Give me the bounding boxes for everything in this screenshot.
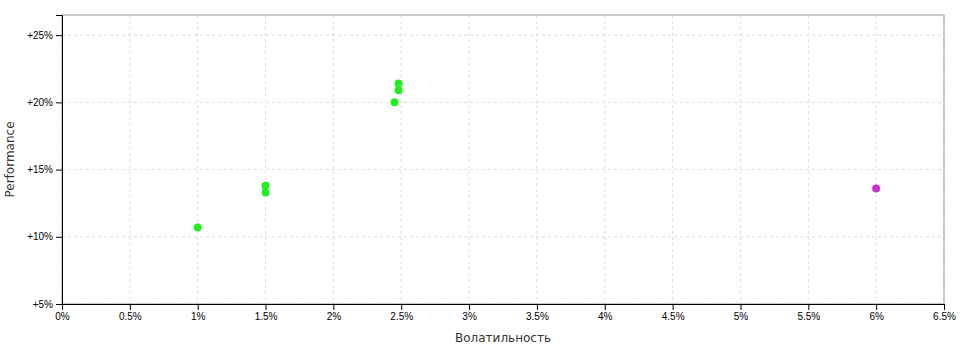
point xyxy=(262,188,270,196)
tick-mark xyxy=(198,304,199,310)
series xyxy=(872,184,880,192)
tick: 6.5% xyxy=(933,304,956,322)
tick: +10% xyxy=(27,231,62,242)
tick-mark xyxy=(537,304,538,310)
grid-line xyxy=(62,102,944,103)
tick-mark xyxy=(266,304,267,310)
tick-mark xyxy=(56,170,62,171)
tick: +20% xyxy=(27,97,62,108)
x-axis-title: Волатильность xyxy=(455,331,551,345)
tick: 3.5% xyxy=(526,304,549,322)
x-axis: 0% 0.5% 1% 1.5% 2% 2.5% 3% 3.5% 4% 4.5% 5% 5.5% 6% 6.… xyxy=(55,304,956,322)
chart: 0% 0.5% 1% 1.5% 2% 2.5% 3% 3.5% 4% 4.5% 5% 5.5% 6% 6.… xyxy=(0,0,966,350)
tick-mark xyxy=(605,304,606,310)
axis-line xyxy=(63,305,945,311)
tick-label: 6.5% xyxy=(933,311,956,322)
tick-mark xyxy=(56,237,62,238)
points xyxy=(194,80,880,232)
tick: 5.5% xyxy=(797,304,820,322)
tick: 2% xyxy=(327,304,342,322)
tick: +15% xyxy=(27,164,62,175)
tick: 4% xyxy=(598,304,613,322)
tick-mark xyxy=(56,35,62,36)
tick-label: +5% xyxy=(33,299,53,310)
tick-label: 5% xyxy=(734,311,749,322)
tick-label: 3.5% xyxy=(526,311,549,322)
tick-label: 6% xyxy=(869,311,884,322)
grid-line xyxy=(536,15,537,304)
tick-mark xyxy=(130,304,131,310)
tick: 1.5% xyxy=(255,304,278,322)
grid-line xyxy=(672,15,673,304)
grid-line xyxy=(740,15,741,304)
tick-label: 3% xyxy=(462,311,477,322)
y-axis-title: Performance xyxy=(3,121,17,197)
tick-label: 4.5% xyxy=(662,311,685,322)
grid-line xyxy=(62,169,944,170)
tick-mark xyxy=(944,304,945,310)
point xyxy=(872,184,880,192)
tick: 0.5% xyxy=(119,304,142,322)
series xyxy=(194,80,403,232)
grid-line xyxy=(62,236,944,237)
tick: 5% xyxy=(734,304,749,322)
tick: 6% xyxy=(869,304,884,322)
tick: 0% xyxy=(55,304,70,322)
grid-line xyxy=(129,15,130,304)
plot: 0% 0.5% 1% 1.5% 2% 2.5% 3% 3.5% 4% 4.5% 5% 5.5% 6% 6.… xyxy=(27,15,956,322)
tick-label: 0.5% xyxy=(119,311,142,322)
tick-label: +10% xyxy=(27,231,53,242)
tick-label: 4% xyxy=(598,311,613,322)
tick-mark xyxy=(333,304,334,310)
grid-line xyxy=(808,15,809,304)
tick: 4.5% xyxy=(662,304,685,322)
tick-label: 1.5% xyxy=(255,311,278,322)
point xyxy=(390,98,398,106)
grid-line xyxy=(604,15,605,304)
grid xyxy=(62,15,944,304)
tick-label: 5.5% xyxy=(797,311,820,322)
tick-mark xyxy=(56,304,62,305)
tick-label: +15% xyxy=(27,164,53,175)
tick: 2.5% xyxy=(390,304,413,322)
grid-line xyxy=(401,15,402,304)
tick-label: 0% xyxy=(55,311,70,322)
tick-mark xyxy=(56,102,62,103)
tick-label: 2.5% xyxy=(390,311,413,322)
tick: 3% xyxy=(462,304,477,322)
tick-label: 1% xyxy=(191,311,206,322)
point xyxy=(395,86,403,94)
tick: 1% xyxy=(191,304,206,322)
tick: +5% xyxy=(33,299,62,310)
tick-mark xyxy=(401,304,402,310)
tick: +25% xyxy=(27,30,62,41)
tick-mark xyxy=(469,304,470,310)
tick-mark xyxy=(808,304,809,310)
axis-line xyxy=(56,16,63,305)
tick-label: +20% xyxy=(27,97,53,108)
point xyxy=(194,223,202,231)
grid-line xyxy=(469,15,470,304)
plot-frame xyxy=(62,15,944,304)
grid-line xyxy=(62,35,944,36)
y-axis: +5% +10% +15% +20% +25% xyxy=(27,16,62,310)
tick-label: 2% xyxy=(327,311,342,322)
tick-mark xyxy=(673,304,674,310)
grid-line xyxy=(265,15,266,304)
grid-line xyxy=(876,15,877,304)
tick-label: +25% xyxy=(27,30,53,41)
tick-mark xyxy=(876,304,877,310)
grid-line xyxy=(333,15,334,304)
tick-mark xyxy=(740,304,741,310)
grid-line xyxy=(197,15,198,304)
